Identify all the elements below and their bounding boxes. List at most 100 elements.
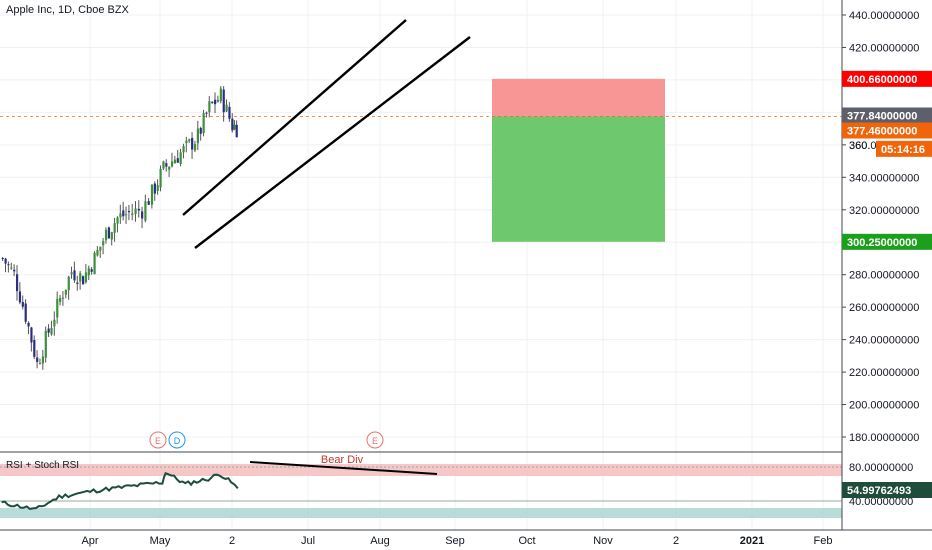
price-tick-label: 440.00000000 — [849, 10, 919, 22]
candle-body — [196, 128, 199, 144]
price-tick-label: 280.00000000 — [849, 270, 919, 282]
price-tick-label: 420.00000000 — [849, 42, 919, 54]
time-axis-label: 2021 — [740, 535, 764, 547]
time-axis-label: May — [150, 535, 171, 547]
time-axis-label: Feb — [814, 535, 833, 547]
price-tick-label: 260.00000000 — [849, 302, 919, 314]
bear-divergence-line[interactable] — [249, 461, 438, 475]
price-tick-label-360: 360. — [849, 140, 870, 152]
candle-body — [21, 302, 24, 307]
candle-body — [222, 89, 225, 113]
candle-body — [113, 223, 116, 233]
time-axis-label: Aug — [370, 535, 390, 547]
time-axis-label: 2 — [673, 535, 679, 547]
candle-body — [10, 267, 13, 269]
stop-loss-zone[interactable] — [492, 78, 665, 117]
candle-body — [193, 143, 197, 151]
last-price-label: 377.46000000 — [847, 126, 917, 138]
symbol-title: Apple Inc, 1D, Cboe BZX — [6, 4, 129, 16]
time-axis-label: Oct — [518, 535, 535, 547]
price-axis-bg — [842, 0, 932, 530]
rsi-line — [1, 472, 239, 510]
candle-body — [211, 101, 214, 103]
crosshair-price-label-bg — [842, 107, 932, 124]
take-profit-zone[interactable] — [492, 116, 665, 242]
candle-body — [64, 289, 67, 295]
target-price-label-bg — [842, 233, 932, 250]
candle-body — [50, 327, 53, 335]
rsi-tick-label: 80.00000000 — [849, 462, 913, 474]
candle-body — [165, 163, 168, 167]
rsi-value-label: 54.99762493 — [847, 485, 911, 497]
candle-body — [44, 330, 47, 358]
candle-body — [131, 213, 134, 215]
candle-body — [15, 274, 19, 292]
candle-body — [228, 106, 231, 119]
candle-body — [214, 99, 217, 105]
candle-body — [156, 185, 159, 191]
candle-body — [96, 249, 99, 256]
event-marker[interactable] — [168, 431, 186, 449]
candle-body — [59, 297, 62, 302]
candle-body — [191, 137, 194, 150]
candle-body — [24, 303, 27, 322]
candle-body — [102, 241, 105, 246]
candle-body — [56, 298, 59, 318]
candle-body — [1, 258, 4, 260]
time-axis-label: Sep — [445, 535, 465, 547]
candle-body — [216, 99, 220, 102]
candle-body — [144, 201, 147, 221]
candle-body — [233, 124, 236, 130]
event-marker-label: E — [372, 436, 378, 446]
stop-price-label: 400.66000000 — [847, 74, 917, 86]
candle-body — [33, 340, 36, 357]
event-marker[interactable] — [366, 431, 384, 449]
candle-body — [119, 213, 122, 218]
candle-body — [173, 159, 177, 164]
crosshair-price-label: 377.84000000 — [847, 111, 917, 123]
candle-body — [122, 210, 125, 217]
candle-body — [110, 232, 113, 240]
event-marker-label: D — [174, 436, 181, 446]
candle-body — [205, 112, 208, 114]
candle-body — [199, 127, 202, 134]
event-marker[interactable] — [149, 431, 167, 449]
candle-body — [47, 328, 50, 333]
candle-body — [235, 124, 238, 138]
candle-body — [231, 118, 234, 131]
candle-body — [90, 269, 93, 272]
candle-body — [30, 327, 33, 343]
candle-body — [87, 268, 90, 276]
candle-body — [125, 214, 128, 216]
candle-body — [127, 211, 131, 213]
last-price-label-bg — [842, 122, 932, 139]
candle-body — [7, 264, 10, 266]
candle-body — [61, 297, 65, 299]
candle-body — [93, 252, 96, 275]
price-tick-label: 240.00000000 — [849, 335, 919, 347]
upper-channel-line[interactable] — [182, 19, 407, 216]
lower-channel-line[interactable] — [194, 36, 471, 249]
candle-body — [137, 208, 140, 211]
candle-body — [99, 246, 102, 251]
rsi-oversold-band — [0, 508, 842, 518]
candle-body — [107, 227, 111, 239]
candle-body — [208, 101, 211, 113]
candle-body — [36, 357, 39, 362]
price-tick-label: 220.00000000 — [849, 367, 919, 379]
stop-price-label-bg — [842, 70, 932, 87]
rsi-tick-label: 40.00000000 — [849, 496, 913, 508]
time-axis-label: Jul — [301, 535, 315, 547]
event-marker-label: E — [155, 436, 161, 446]
candle-body — [150, 184, 154, 205]
candle-body — [147, 201, 150, 205]
candle-body — [82, 276, 85, 285]
bar-countdown-label-bg — [876, 140, 932, 157]
candle-body — [153, 183, 156, 194]
candle-body — [18, 291, 22, 303]
candle-body — [202, 113, 205, 134]
candle-body — [116, 217, 119, 224]
candle-body — [168, 166, 171, 170]
